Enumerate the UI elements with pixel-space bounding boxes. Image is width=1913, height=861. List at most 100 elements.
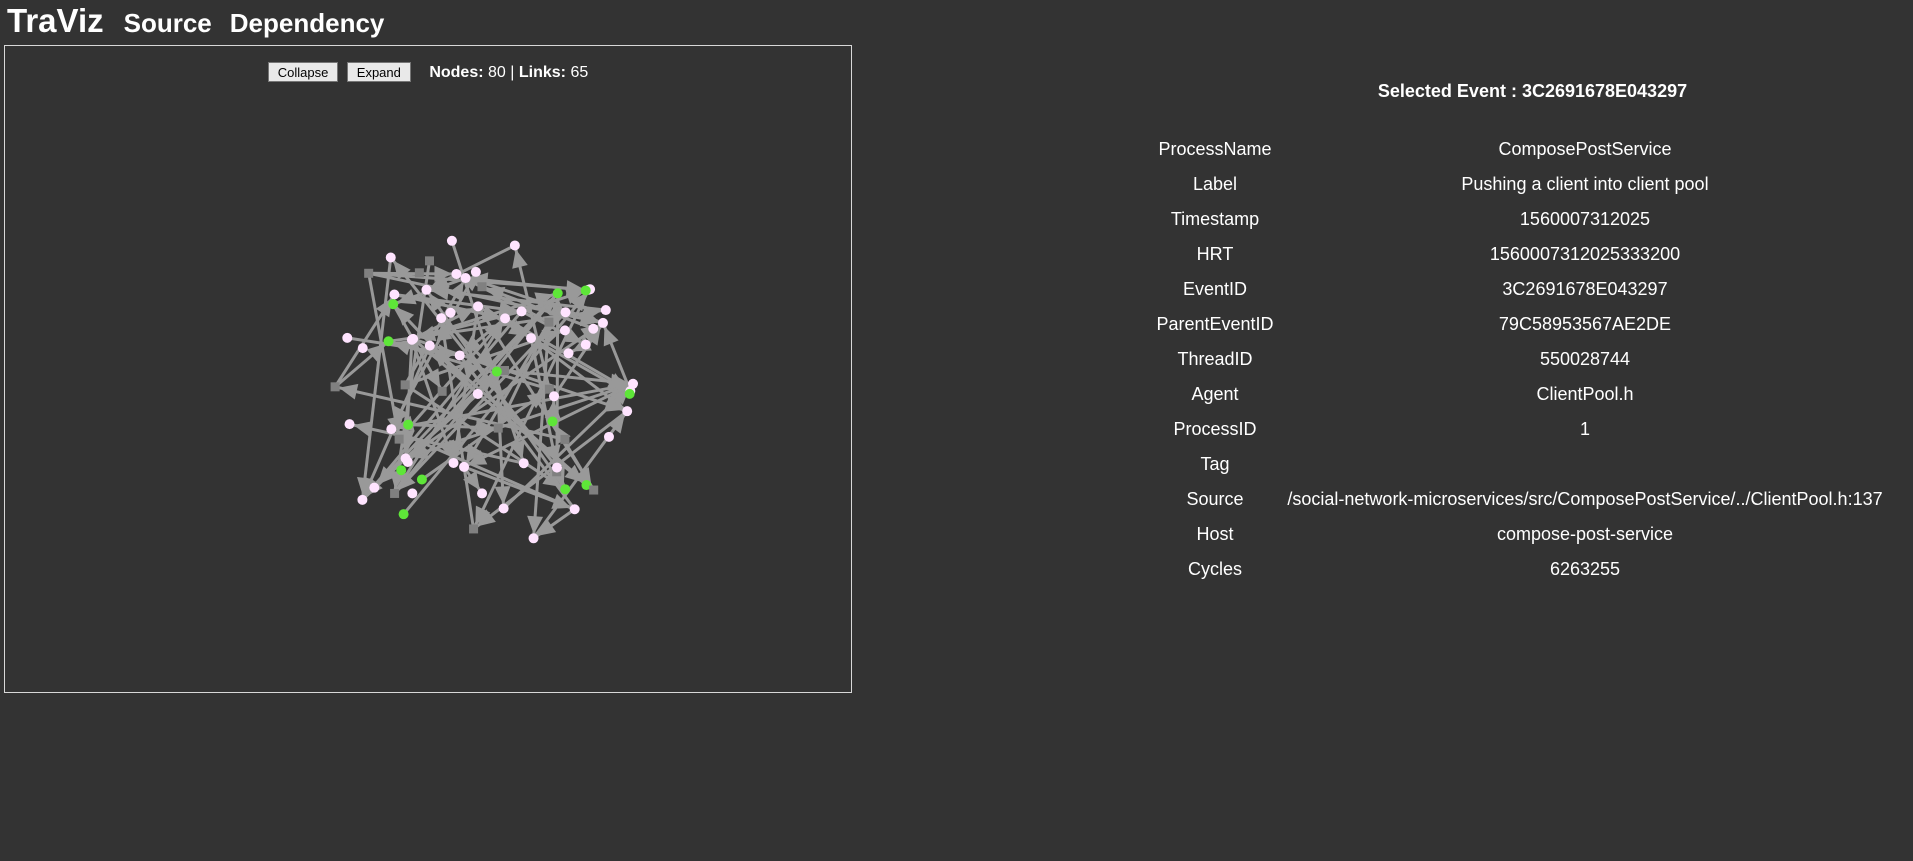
graph-node[interactable] [628,378,639,389]
collapsed-node[interactable] [469,524,479,534]
graph-node[interactable] [559,325,570,336]
graph-node[interactable] [342,332,353,343]
graph-node[interactable] [498,503,509,514]
graph-node[interactable] [385,252,396,263]
nav-source[interactable]: Source [123,8,212,38]
graph-node[interactable] [518,458,529,469]
property-key: Source [1186,489,1244,509]
graph-node[interactable] [603,431,614,442]
graph-node[interactable] [388,299,399,310]
graph-node[interactable] [622,406,633,417]
property-row: HRT 1560007312025333200 [1145,237,1885,272]
collapsed-node[interactable] [400,380,410,390]
graph-node[interactable] [580,285,591,296]
graph-node[interactable] [600,305,611,316]
graph-node[interactable] [624,388,635,399]
graph-link [361,345,432,501]
graph-node[interactable] [560,484,571,495]
graph-node[interactable] [509,240,520,251]
graph-node[interactable] [369,482,380,493]
graph-node[interactable] [547,416,558,427]
graph-node[interactable] [588,323,599,334]
property-key: ProcessName [1158,139,1272,159]
graph-node[interactable] [526,333,537,344]
property-value: 1560007312025 [1519,209,1651,229]
collapsed-node[interactable] [500,365,510,375]
dependency-graph[interactable] [5,46,851,692]
collapsed-node[interactable] [544,384,554,394]
link-arrow [436,322,453,342]
collapsed-node[interactable] [414,268,424,278]
graph-node[interactable] [580,339,591,350]
graph-node[interactable] [344,419,355,430]
link-arrow [610,373,630,390]
graph-node[interactable] [563,348,574,359]
graph-node[interactable] [459,461,470,472]
collapsed-node[interactable] [544,317,554,327]
collapsed-node[interactable] [330,382,340,392]
app-title[interactable]: TraViz [7,2,104,39]
graph-node[interactable] [402,456,413,467]
graph-node[interactable] [549,391,560,402]
graph-node[interactable] [552,288,563,299]
property-key: Agent [1191,384,1239,404]
graph-node[interactable] [581,480,592,491]
graph-node[interactable] [421,284,432,295]
graph-link [349,422,525,465]
graph-node[interactable] [408,333,419,344]
graph-node[interactable] [451,268,462,279]
link-arrow [494,486,511,505]
collapsed-node[interactable] [493,423,503,433]
graph-node[interactable] [500,313,511,324]
graph-node[interactable] [436,313,447,324]
property-value: ClientPool.h [1536,384,1634,404]
graph-node[interactable] [389,289,400,300]
graph-node[interactable] [445,307,456,318]
graph-node[interactable] [528,533,539,544]
link-arrow [509,439,525,460]
top-nav: TraViz Source Dependency [7,0,402,40]
property-value: Pushing a client into client pool [1461,174,1709,194]
graph-node[interactable] [569,504,580,515]
collapsed-node[interactable] [390,488,400,498]
graph-node[interactable] [416,474,427,485]
graph-node[interactable] [477,488,488,499]
collapse-button[interactable]: Collapse [267,62,339,82]
property-row: ParentEventID 79C58953567AE2DE [1145,307,1885,342]
graph-node[interactable] [398,509,409,520]
graph-node[interactable] [386,424,397,435]
graph-node[interactable] [491,366,502,377]
link-arrow [353,421,373,437]
graph-node[interactable] [448,457,459,468]
graph-node[interactable] [383,336,394,347]
graph-node[interactable] [424,340,435,351]
collapsed-node[interactable] [560,434,570,444]
graph-link [529,337,559,468]
collapsed-node[interactable] [477,282,487,292]
graph-node[interactable] [470,266,481,277]
graph-nodes [330,235,639,544]
graph-node[interactable] [560,307,571,318]
graph-node[interactable] [454,350,465,361]
collapsed-node[interactable] [589,485,599,495]
graph-node[interactable] [407,488,418,499]
graph-node[interactable] [446,235,457,246]
graph-node[interactable] [357,343,368,354]
graph-node[interactable] [396,465,407,476]
graph-node[interactable] [460,273,471,284]
graph-node[interactable] [597,317,608,328]
graph-node[interactable] [472,388,483,399]
link-arrow [467,450,488,466]
graph-node[interactable] [357,494,368,505]
collapsed-node[interactable] [394,434,404,444]
expand-button[interactable]: Expand [346,62,411,82]
collapsed-node[interactable] [424,256,434,266]
graph-node[interactable] [473,301,484,312]
graph-node[interactable] [403,419,414,430]
collapsed-node[interactable] [364,268,374,278]
link-arrow [569,292,588,312]
nav-dependency[interactable]: Dependency [229,8,385,38]
graph-node[interactable] [516,306,527,317]
graph-node[interactable] [551,462,562,473]
collapsed-node[interactable] [437,386,447,396]
